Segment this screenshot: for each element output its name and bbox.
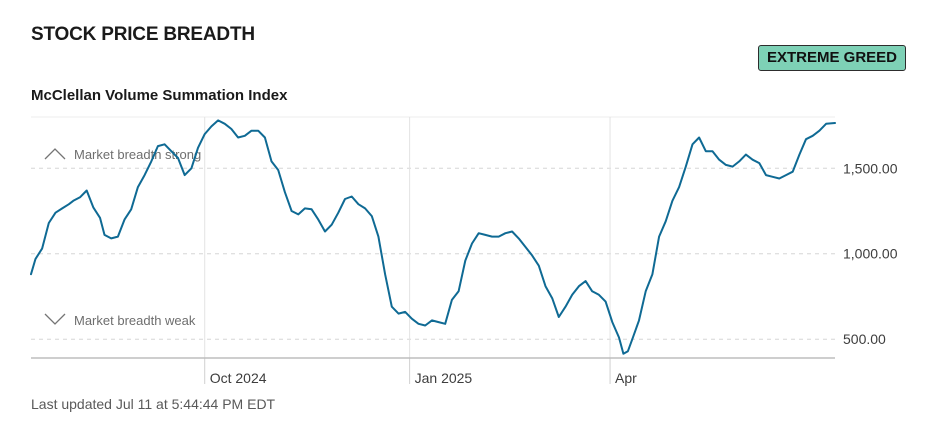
sentiment-badge: EXTREME GREED xyxy=(758,45,906,71)
annotation-weak: Market breadth weak xyxy=(74,313,196,328)
x-tick-label: Oct 2024 xyxy=(210,370,267,386)
y-tick-label: 1,500.00 xyxy=(843,160,898,176)
annotation-strong: Market breadth strong xyxy=(74,147,201,162)
chevron-down-icon xyxy=(44,313,66,325)
x-axis: Oct 2024 Jan 2025 Apr xyxy=(31,357,835,386)
chart-title: STOCK PRICE BREADTH xyxy=(31,24,255,45)
chevron-up-icon xyxy=(44,148,66,160)
y-tick-label: 1,000.00 xyxy=(843,246,898,262)
x-tick-label: Apr xyxy=(615,370,637,386)
y-axis: 500.00 1,000.00 1,500.00 xyxy=(843,160,898,347)
chart-subtitle: McClellan Volume Summation Index xyxy=(31,87,288,104)
chart-annotations: Market breadth strong Market breadth wea… xyxy=(44,147,201,328)
x-tick-label: Jan 2025 xyxy=(415,370,473,386)
last-updated: Last updated Jul 11 at 5:44:44 PM EDT xyxy=(31,396,276,412)
series-line xyxy=(30,119,836,355)
y-tick-label: 500.00 xyxy=(843,331,886,347)
chart-grid xyxy=(31,116,835,358)
